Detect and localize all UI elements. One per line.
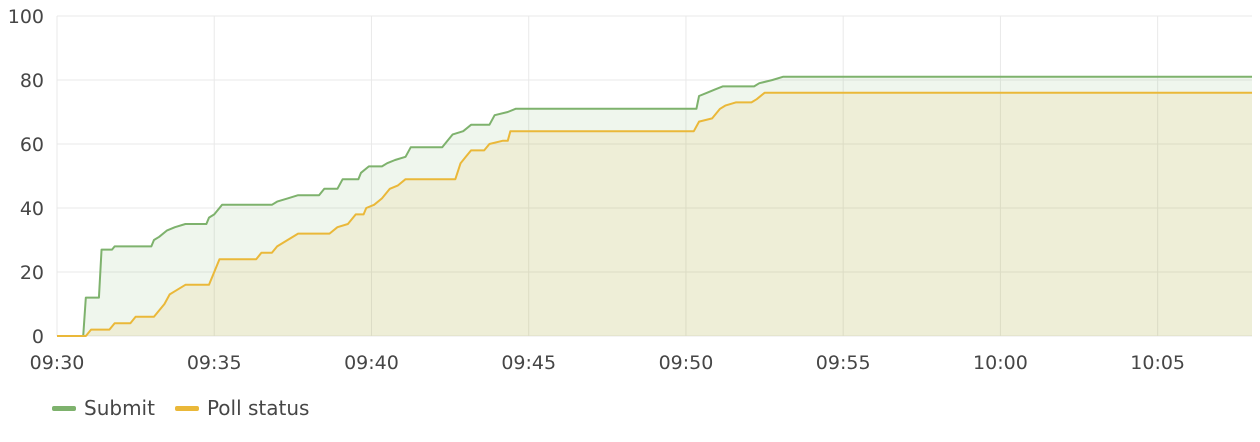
legend: Submit Poll status (52, 396, 309, 420)
y-tick-label-80: 80 (20, 70, 44, 92)
legend-swatch-poll-status (174, 405, 199, 411)
area-submit (57, 76, 1252, 337)
series-line-submit[interactable] (57, 75, 1252, 337)
x-tick-label-09-55: 09:55 (816, 352, 871, 374)
x-tick-label-09-40: 09:40 (344, 352, 399, 374)
y-tick-label-60: 60 (20, 134, 44, 156)
legend-item-submit[interactable]: Submit (52, 396, 155, 420)
legend-label-submit: Submit (84, 396, 155, 420)
legend-swatch-submit (52, 405, 76, 411)
series-lines (57, 75, 1252, 337)
series-line-poll-status[interactable] (57, 91, 1252, 337)
y-tick-label-100: 100 (8, 6, 44, 28)
series-areas (57, 76, 1252, 337)
y-tick-label-20: 20 (20, 262, 44, 284)
x-tick-label-10-05: 10:05 (1130, 352, 1185, 374)
x-axis-ticks: 09:30 09:35 09:40 09:45 09:50 09:55 10:00 10:05 (30, 352, 1185, 374)
legend-label-poll-status: Poll status (206, 396, 310, 420)
x-tick-label-09-45: 09:45 (501, 352, 556, 374)
grid (56, 15, 1252, 337)
legend-item-poll-status[interactable]: Poll status (174, 396, 310, 420)
x-tick-label-09-30: 09:30 (30, 352, 85, 374)
y-axis-ticks: 0 20 40 60 80 100 (8, 6, 44, 348)
x-tick-label-09-50: 09:50 (659, 352, 714, 374)
area-poll-status (57, 92, 1252, 336)
y-tick-label-0: 0 (32, 326, 44, 348)
y-tick-label-40: 40 (20, 198, 44, 220)
x-tick-label-09-35: 09:35 (187, 352, 242, 374)
x-tick-label-10-00: 10:00 (973, 352, 1028, 374)
